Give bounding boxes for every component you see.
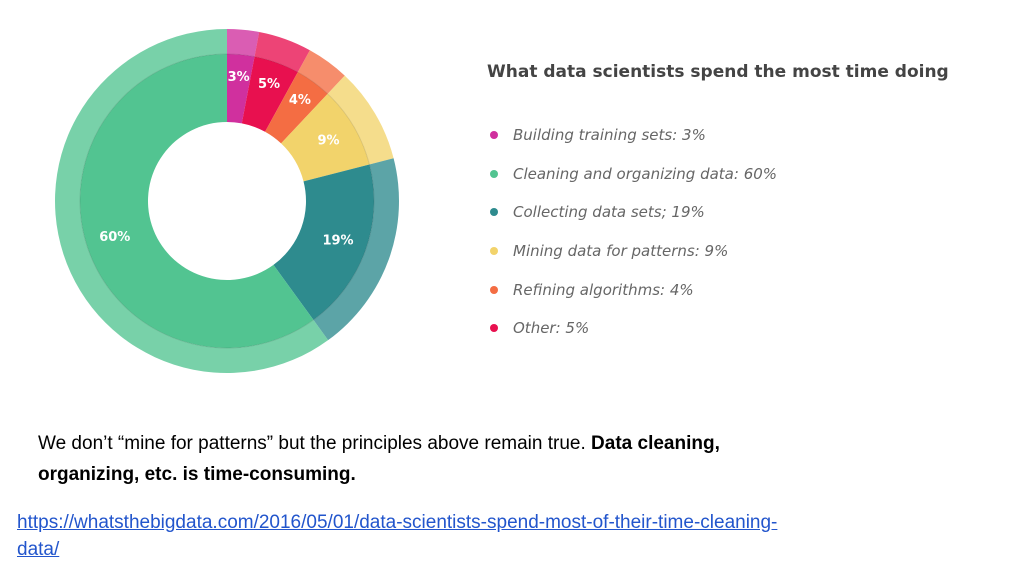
caption-text: We don’t “mine for patterns” but the pri… (38, 433, 592, 454)
legend-dot (490, 208, 498, 217)
legend-item: Collecting data sets; 19% (487, 193, 777, 232)
legend-label: Refining algorithms: 4% (513, 280, 694, 299)
legend-label: Collecting data sets; 19% (513, 203, 705, 222)
legend: Building training sets: 3% Cleaning and o… (487, 116, 777, 348)
caption-emphasis: Data cleaning, organizing, etc. is time-… (38, 433, 720, 485)
slice-inner-band (79, 54, 314, 348)
slice-mining-data-for-patterns (281, 75, 394, 182)
slice-outer-band (254, 32, 310, 73)
slice-value-label: 9% (318, 133, 340, 148)
legend-dot (490, 324, 498, 333)
inner-ring-edge (79, 53, 375, 349)
slice-inner-band (227, 54, 255, 124)
slice-value-label: 3% (228, 70, 250, 85)
caption: We don’t “mine for patterns” but the pri… (38, 428, 818, 490)
legend-item: Other: 5% (487, 309, 777, 348)
legend-item: Refining algorithms: 4% (487, 270, 777, 309)
legend-label: Other: 5% (513, 319, 590, 338)
legend-label: Building training sets: 3% (513, 126, 706, 145)
legend-item: Mining data for patterns: 9% (487, 232, 777, 271)
slice-collecting-data-sets (273, 158, 399, 341)
slice-outer-band (54, 29, 329, 374)
donut-chart: 3% 5% 4% 9% 19% 60% (54, 29, 399, 374)
slice-value-label: 4% (289, 93, 311, 108)
slice-outer-band (297, 50, 345, 94)
slice-cleaning-and-organizing-data (54, 29, 329, 374)
legend-item: Cleaning and organizing data: 60% (487, 155, 777, 194)
source-link[interactable]: https://whatsthebigdata.com/2016/05/01/d… (17, 512, 778, 560)
slice-other (241, 32, 310, 132)
slice-value-label: 19% (322, 233, 353, 248)
legend-dot (490, 247, 498, 256)
slice-outer-band (227, 29, 260, 57)
legend-label: Cleaning and organizing data: 60% (513, 164, 778, 183)
slice-building-training-sets (227, 29, 260, 124)
slice-value-label: 5% (258, 77, 280, 92)
legend-dot (490, 169, 498, 178)
slice-refining-algorithms (265, 50, 345, 144)
slice-inner-band (273, 164, 374, 320)
legend-dot (490, 131, 498, 140)
slice-inner-band (281, 93, 370, 182)
slice-outer-band (313, 158, 399, 341)
slice-inner-band (265, 72, 328, 144)
slice-outer-band (327, 75, 394, 165)
legend-label: Mining data for patterns: 9% (513, 242, 729, 261)
slice-value-label: 60% (99, 230, 130, 245)
legend-dot (490, 285, 498, 294)
chart-title: What data scientists spend the most time… (487, 62, 949, 82)
legend-item: Building training sets: 3% (487, 116, 777, 155)
slice-inner-band (241, 56, 298, 132)
